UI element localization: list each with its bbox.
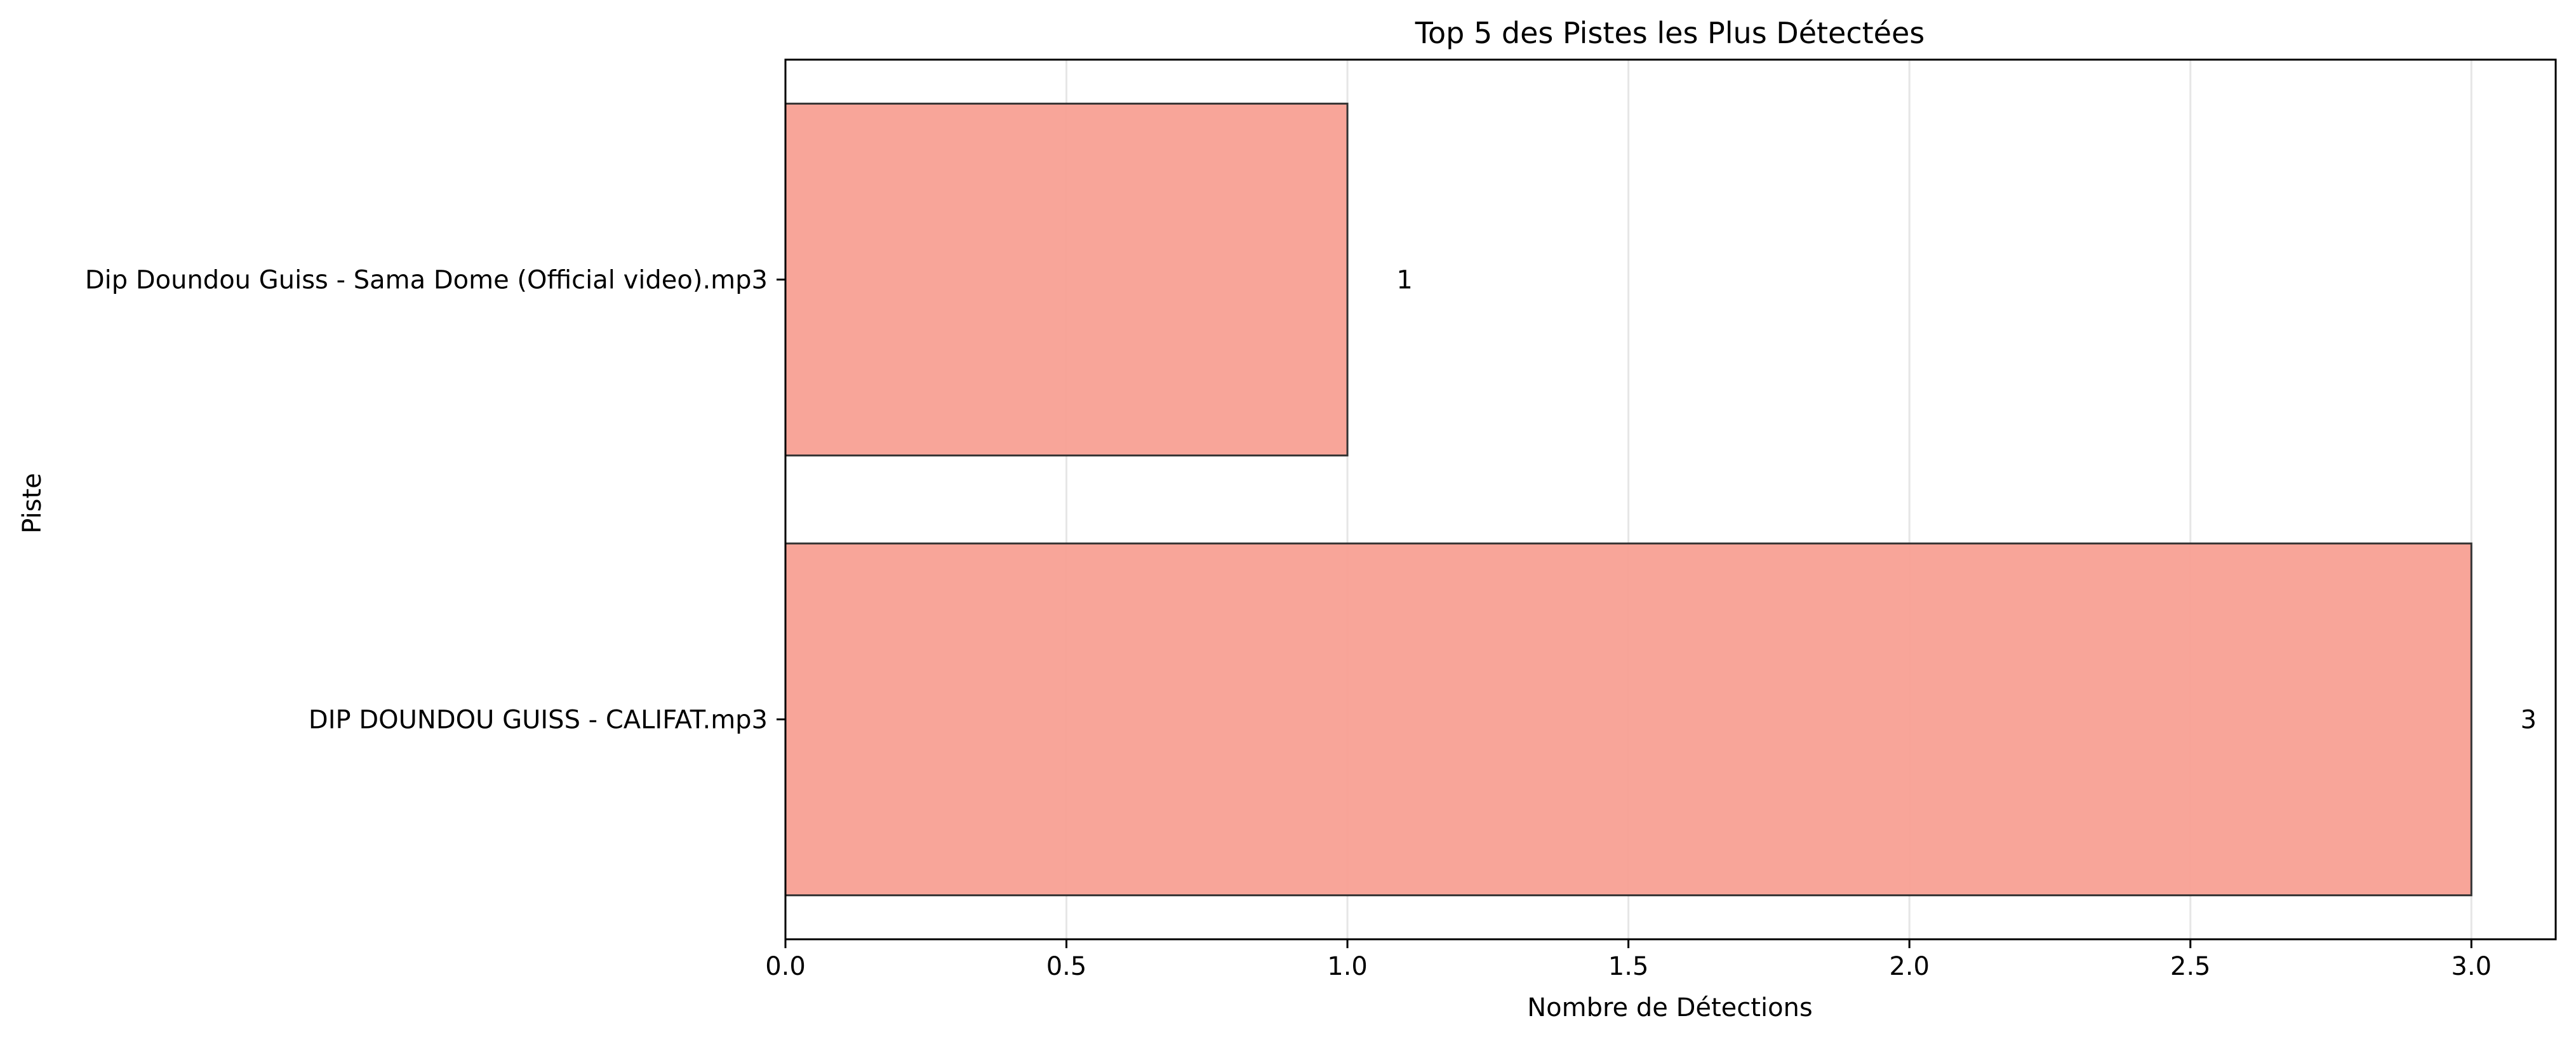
y-axis-ticks: Dip Doundou Guiss - Sama Dome (Official … <box>85 266 785 735</box>
y-tick-label: DIP DOUNDOU GUISS - CALIFAT.mp3 <box>309 706 768 735</box>
x-tick-label: 0.0 <box>765 952 806 981</box>
y-tick-label: Dip Doundou Guiss - Sama Dome (Official … <box>85 266 768 295</box>
x-tick-label: 2.5 <box>2170 952 2211 981</box>
data-label: 3 <box>2521 706 2537 735</box>
x-tick-label: 2.0 <box>1889 952 1930 981</box>
x-tick-label: 0.5 <box>1046 952 1087 981</box>
x-axis-label: Nombre de Détections <box>1527 993 1813 1022</box>
x-tick-label: 1.0 <box>1327 952 1368 981</box>
chart-title: Top 5 des Pistes les Plus Détectées <box>1415 16 1925 50</box>
y-axis-label: Piste <box>18 473 47 534</box>
data-label: 1 <box>1396 266 1412 295</box>
x-tick-label: 1.5 <box>1608 952 1649 981</box>
x-axis-ticks: 0.0 0.5 1.0 1.5 2.0 2.5 3.0 <box>765 939 2492 981</box>
bar <box>785 543 2471 895</box>
bar <box>785 103 1347 455</box>
x-tick-label: 3.0 <box>2451 952 2492 981</box>
